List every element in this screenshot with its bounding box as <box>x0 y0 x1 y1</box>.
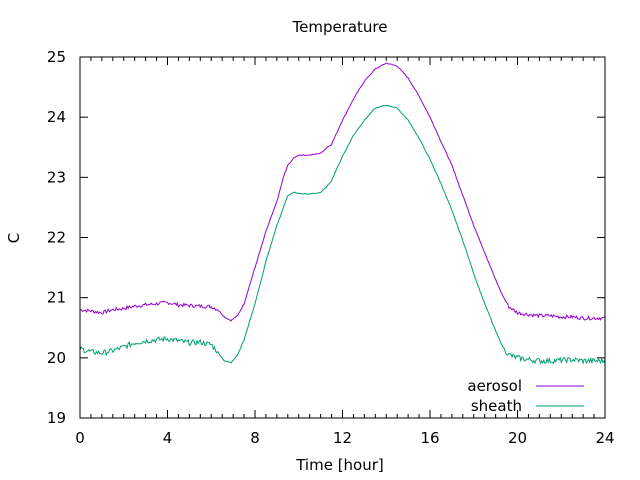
chart-title: Temperature <box>291 18 387 36</box>
legend-label-sheath: sheath <box>471 397 522 415</box>
series-lines <box>79 62 606 365</box>
x-tick-label: 16 <box>420 429 439 447</box>
plot-frame <box>79 56 606 419</box>
y-tick-label: 22 <box>47 229 66 247</box>
legend: aerosol sheath <box>467 377 584 415</box>
x-tick-label: 12 <box>333 429 352 447</box>
x-tick-label: 20 <box>508 429 527 447</box>
y-tick-label: 20 <box>47 349 66 367</box>
x-tick-label: 4 <box>163 429 173 447</box>
x-tick-label: 24 <box>595 429 614 447</box>
y-tick-label: 21 <box>47 289 66 307</box>
y-axis-label: C <box>5 233 23 243</box>
series-line-sheath <box>79 104 606 365</box>
series-line-aerosol <box>79 62 606 322</box>
legend-label-aerosol: aerosol <box>467 377 522 395</box>
y-tick-label: 25 <box>47 48 66 66</box>
axis-ticks: 0 4 8 12 16 20 24 19 20 21 22 23 24 25 <box>47 48 615 447</box>
x-tick-label: 0 <box>75 429 85 447</box>
x-axis-label: Time [hour] <box>295 456 384 474</box>
x-tick-label: 8 <box>250 429 260 447</box>
y-tick-label: 23 <box>47 168 66 186</box>
y-tick-label: 19 <box>47 409 66 427</box>
y-tick-label: 24 <box>47 108 66 126</box>
